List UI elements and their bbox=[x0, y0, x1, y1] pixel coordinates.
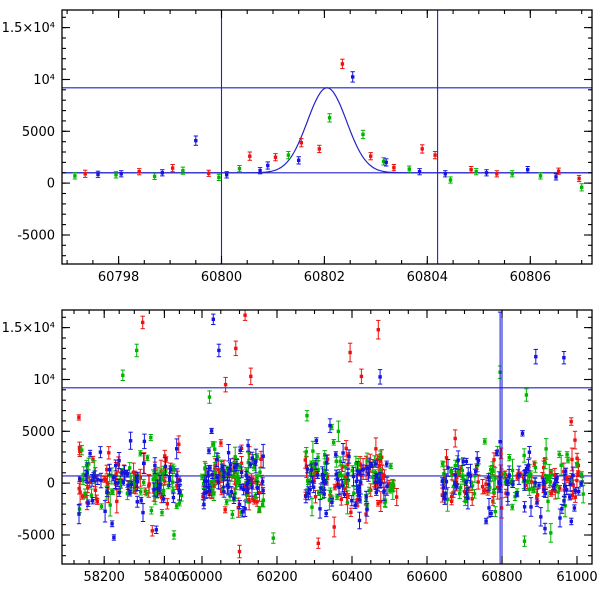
svg-text:60802: 60802 bbox=[304, 270, 345, 285]
top-panel: 60798 60800 60802 60804 60806 -5000 0 5000 10⁴ 1.… bbox=[0, 0, 600, 300]
svg-text:60800: 60800 bbox=[481, 570, 522, 585]
svg-text:-5000: -5000 bbox=[17, 529, 55, 544]
svg-text:61000: 61000 bbox=[556, 570, 597, 585]
svg-text:60400: 60400 bbox=[331, 570, 372, 585]
svg-text:60000: 60000 bbox=[181, 570, 222, 585]
svg-text:0: 0 bbox=[47, 177, 55, 192]
svg-text:60804: 60804 bbox=[407, 270, 448, 285]
svg-text:1.5×10⁴: 1.5×10⁴ bbox=[2, 321, 55, 336]
svg-text:58400: 58400 bbox=[144, 570, 185, 585]
svg-text:1.5×10⁴: 1.5×10⁴ bbox=[2, 21, 55, 36]
svg-text:5000: 5000 bbox=[22, 125, 55, 140]
bottom-panel: 58200 58400 60000 60200 60400 60600 60800 61000… bbox=[0, 300, 600, 600]
svg-text:58200: 58200 bbox=[84, 570, 125, 585]
svg-text:10⁴: 10⁴ bbox=[33, 73, 55, 88]
svg-text:60806: 60806 bbox=[510, 270, 551, 285]
svg-text:60200: 60200 bbox=[256, 570, 297, 585]
svg-text:60798: 60798 bbox=[98, 270, 139, 285]
svg-text:60800: 60800 bbox=[201, 270, 242, 285]
svg-text:5000: 5000 bbox=[22, 425, 55, 440]
svg-text:60600: 60600 bbox=[406, 570, 447, 585]
svg-text:-5000: -5000 bbox=[17, 229, 55, 244]
svg-text:0: 0 bbox=[47, 477, 55, 492]
svg-text:10⁴: 10⁴ bbox=[33, 373, 55, 388]
